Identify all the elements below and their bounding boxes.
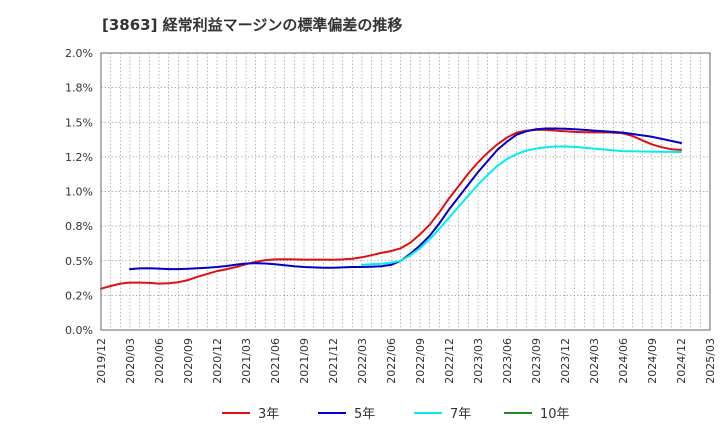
y-tick-label: 1.8% bbox=[65, 82, 93, 95]
x-tick-label: 2022/03 bbox=[356, 338, 369, 384]
y-tick-label: 0.8% bbox=[65, 220, 93, 233]
y-tick-label: 0.0% bbox=[65, 324, 93, 337]
plot-frame bbox=[100, 52, 711, 331]
x-tick-label: 2021/06 bbox=[269, 338, 282, 384]
y-tick-label: 0.5% bbox=[65, 255, 93, 268]
legend: 3年 5年 7年 10年 bbox=[222, 407, 570, 422]
legend-label: 10年 bbox=[540, 407, 570, 422]
x-tick-label: 2022/09 bbox=[414, 338, 427, 384]
x-tick-label: 2021/09 bbox=[298, 338, 311, 384]
x-tick-label: 2024/06 bbox=[617, 338, 630, 384]
series-layer bbox=[100, 127, 682, 290]
x-tick-label: 2023/03 bbox=[472, 338, 485, 384]
x-tick-label: 2021/12 bbox=[327, 338, 340, 384]
series-line bbox=[361, 145, 682, 266]
legend-label: 3年 bbox=[258, 407, 279, 422]
series-line bbox=[100, 128, 682, 290]
x-tick-label: 2023/06 bbox=[501, 338, 514, 384]
y-tick-label: 1.0% bbox=[65, 186, 93, 199]
x-tick-label: 2020/03 bbox=[124, 338, 137, 384]
x-tick-label: 2022/12 bbox=[443, 338, 456, 384]
x-axis: 2019/12 2020/03 2020/06 2020/09 2020/12 2021/… bbox=[95, 338, 717, 384]
x-tick-label: 2023/09 bbox=[530, 338, 543, 384]
y-tick-label: 1.2% bbox=[65, 151, 93, 164]
x-tick-label: 2019/12 bbox=[95, 338, 108, 384]
x-tick-label: 2024/12 bbox=[675, 338, 688, 384]
x-tick-label: 2020/06 bbox=[153, 338, 166, 384]
y-tick-label: 1.5% bbox=[65, 116, 93, 129]
y-tick-label: 2.0% bbox=[65, 47, 93, 60]
x-tick-label: 2025/03 bbox=[704, 338, 717, 384]
x-tick-label: 2024/09 bbox=[646, 338, 659, 384]
y-axis: 0.0% 0.2% 0.5% 0.8% 1.0% 1.2% 1.5% 1.8% 2.0% bbox=[65, 47, 93, 337]
x-tick-label: 2023/12 bbox=[559, 338, 572, 384]
x-tick-label: 2020/12 bbox=[211, 338, 224, 384]
grid bbox=[100, 52, 711, 331]
legend-label: 5年 bbox=[354, 407, 375, 422]
x-tick-label: 2020/09 bbox=[182, 338, 195, 384]
y-tick-label: 0.2% bbox=[65, 289, 93, 302]
x-tick-label: 2024/03 bbox=[588, 338, 601, 384]
chart-title: [3863] 経常利益マージンの標準偏差の推移 bbox=[102, 16, 403, 34]
x-tick-label: 2021/03 bbox=[240, 338, 253, 384]
legend-label: 7年 bbox=[450, 407, 471, 422]
x-tick-label: 2022/06 bbox=[385, 338, 398, 384]
